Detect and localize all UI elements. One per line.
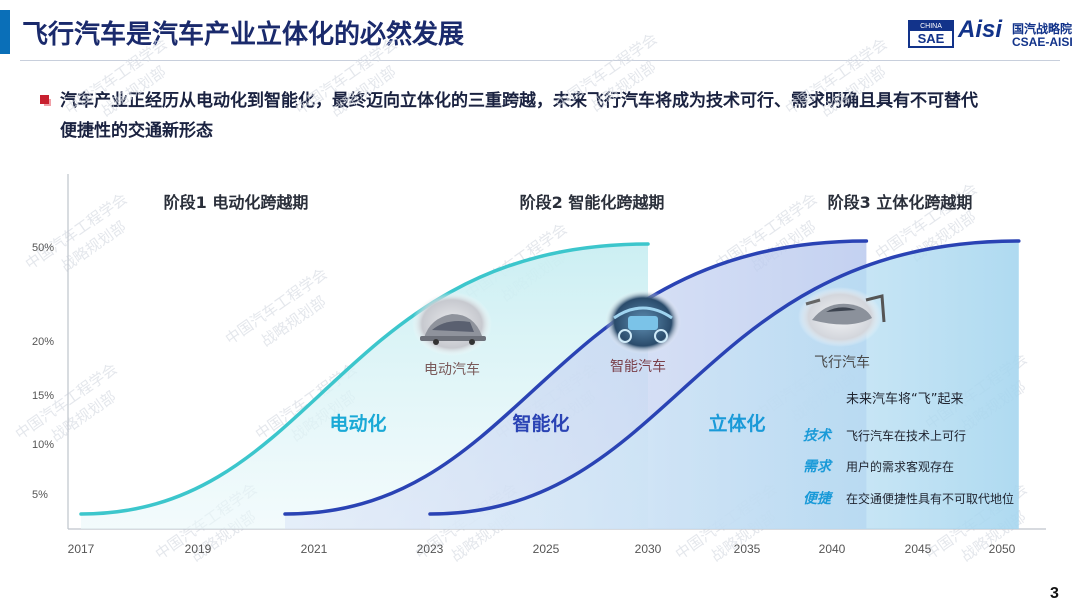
x-tick-label: 2021 bbox=[301, 542, 328, 556]
header-divider bbox=[20, 60, 1060, 61]
logo-box-top: CHINA bbox=[910, 22, 952, 31]
summary-line-2: 便捷性的交通新形态 bbox=[60, 121, 213, 141]
y-tick-label: 50% bbox=[32, 242, 54, 254]
stage-label: 阶段2 智能化跨越期 bbox=[520, 193, 665, 212]
annotation-key: 需求 bbox=[803, 458, 833, 475]
series-line bbox=[283, 239, 869, 516]
annotation-key: 技术 bbox=[803, 427, 833, 444]
y-tick-labels: 5% 10% 15% 20% 50% bbox=[32, 242, 54, 501]
series-line bbox=[79, 242, 650, 516]
flying-car-photo bbox=[798, 287, 886, 347]
x-tick-label: 2040 bbox=[819, 542, 846, 556]
x-tick-label: 2050 bbox=[989, 542, 1016, 556]
curve-areas bbox=[81, 241, 1019, 529]
photo-label: 电动汽车 bbox=[424, 361, 480, 378]
series-line bbox=[428, 239, 1021, 516]
x-tick-label: 2017 bbox=[68, 542, 95, 556]
y-tick-label: 5% bbox=[32, 489, 48, 501]
y-tick-label: 10% bbox=[32, 439, 54, 451]
x-tick-label: 2023 bbox=[417, 542, 444, 556]
x-tick-label: 2019 bbox=[185, 542, 212, 556]
photo-label: 飞行汽车 bbox=[814, 354, 870, 371]
summary-text: 汽车产业正经历从电动化到智能化，最终迈向立体化的三重跨越，未来飞行汽车将成为技术… bbox=[60, 86, 1050, 146]
photo-label: 智能汽车 bbox=[610, 358, 666, 375]
series-labels: 电动化 智能化 立体化 bbox=[329, 412, 765, 435]
series-label: 立体化 bbox=[708, 412, 765, 435]
photo-labels: 电动汽车 智能汽车 飞行汽车 bbox=[424, 354, 870, 378]
aisi-brand: Aisi bbox=[958, 16, 1003, 43]
annotation-text: 在交通便捷性具有不可取代地位 bbox=[846, 491, 1014, 506]
electric-car-photo bbox=[412, 292, 492, 356]
logo-cn-name: 国汽战略院 bbox=[1012, 22, 1073, 36]
csae-logo-box: CHINA SAE bbox=[908, 20, 954, 48]
logo-en-name: CSAE-AISI bbox=[1012, 35, 1073, 49]
y-tick-label: 20% bbox=[32, 336, 54, 348]
stage-label: 阶段1 电动化跨越期 bbox=[164, 193, 309, 212]
annotation-text: 飞行汽车在技术上可行 bbox=[846, 428, 966, 443]
annotation-heading: 未来汽车将“飞”起来 bbox=[846, 391, 963, 407]
bullet-icon bbox=[40, 95, 49, 104]
logo-box-main: SAE bbox=[917, 31, 945, 46]
series-label: 智能化 bbox=[512, 412, 569, 435]
stage-labels: 阶段1 电动化跨越期 阶段2 智能化跨越期 阶段3 立体化跨越期 bbox=[164, 193, 973, 212]
x-tick-label: 2045 bbox=[905, 542, 932, 556]
curve-lines bbox=[79, 239, 1021, 516]
series-label: 电动化 bbox=[329, 412, 386, 435]
smart-cockpit-photo bbox=[605, 290, 681, 354]
x-tick-label: 2030 bbox=[635, 542, 662, 556]
page-number: 3 bbox=[1050, 585, 1059, 602]
annotation-key: 便捷 bbox=[803, 490, 834, 507]
page-title: 飞行汽车是汽车产业立体化的必然发展 bbox=[22, 20, 465, 50]
stage-label: 阶段3 立体化跨越期 bbox=[828, 193, 973, 212]
x-tick-label: 2025 bbox=[533, 542, 560, 556]
annotation-text: 用户的需求客观存在 bbox=[846, 459, 954, 474]
x-tick-label: 2035 bbox=[734, 542, 761, 556]
summary-line-1: 汽车产业正经历从电动化到智能化，最终迈向立体化的三重跨越，未来飞行汽车将成为技术… bbox=[60, 91, 978, 111]
x-tick-labels: 2017 2019 2021 2023 2025 2030 2035 2040 2045 2050 bbox=[68, 542, 1016, 556]
y-tick-label: 15% bbox=[32, 390, 54, 402]
title-accent-bar bbox=[0, 10, 10, 54]
